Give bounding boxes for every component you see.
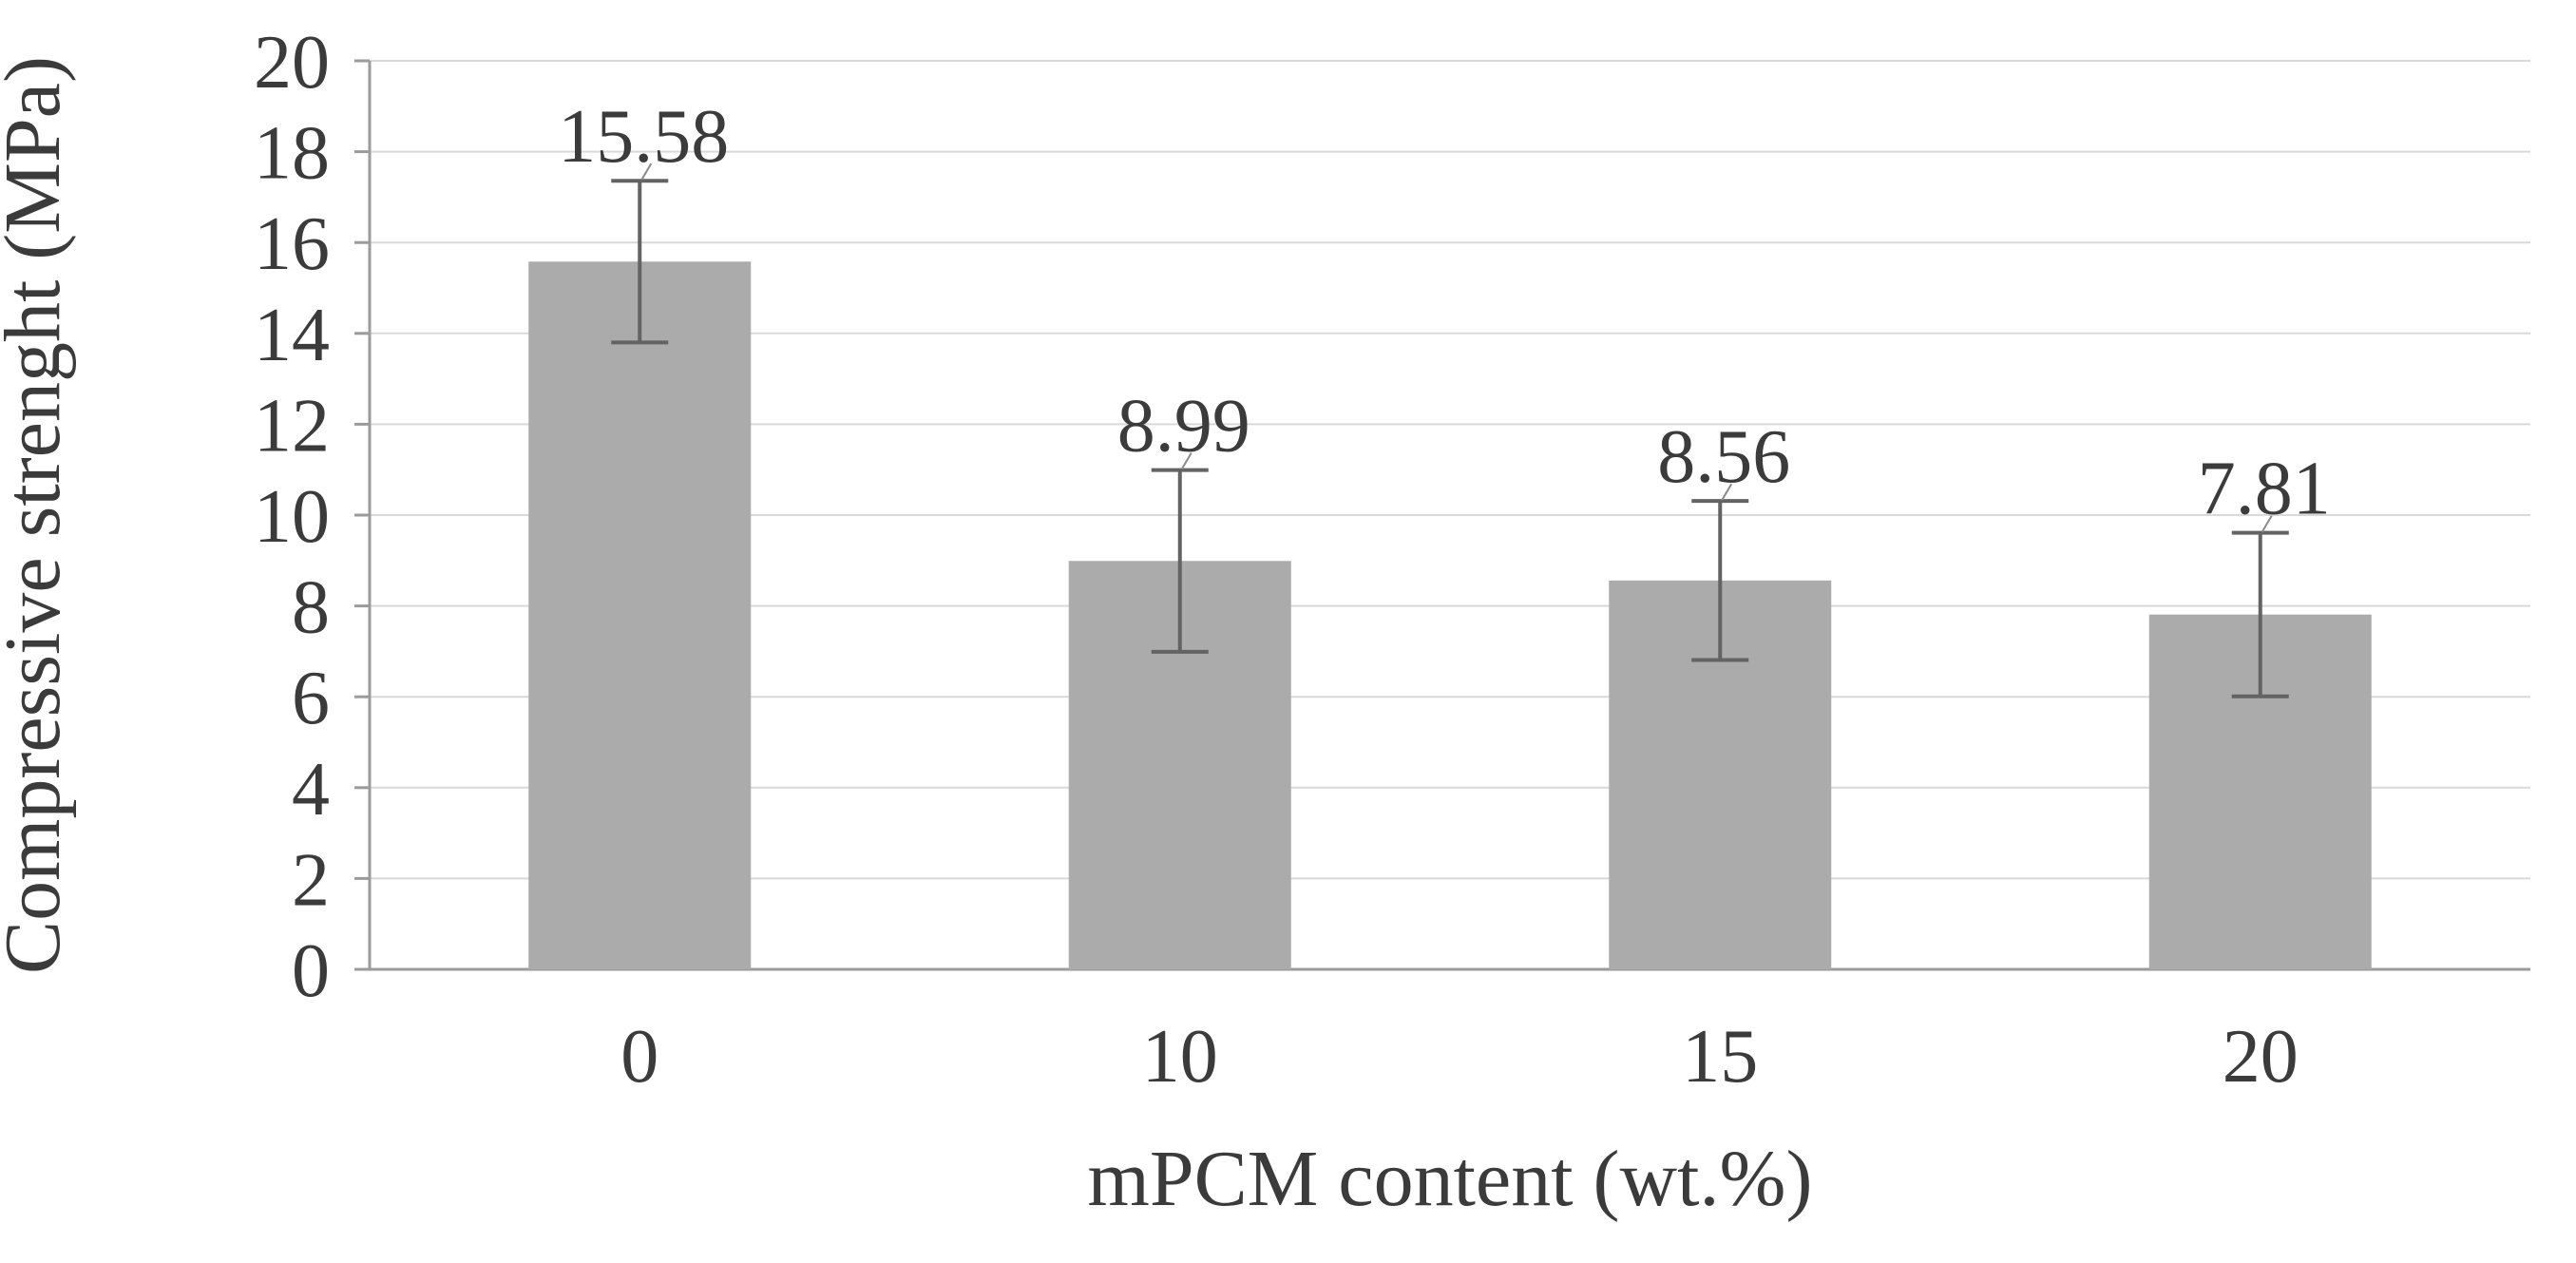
x-tick-label: 10 [1142,1015,1218,1099]
y-tick-label: 6 [292,657,330,740]
y-tick-label: 16 [254,202,330,286]
bar [528,261,752,969]
y-tick-label: 0 [292,929,330,1013]
x-axis-title: mPCM content (wt.%) [1088,1135,1813,1223]
y-tick-label: 10 [254,475,330,559]
label-leader-line [1721,483,1733,501]
bar-value-label: 8.56 [1657,415,1790,499]
y-tick-label: 18 [254,112,330,196]
y-tick-label: 20 [254,21,330,105]
bar-value-label: 8.99 [1117,385,1250,469]
bar-value-label: 15.58 [558,95,729,179]
x-tick-label: 0 [620,1015,658,1099]
label-leader-line [2261,515,2273,533]
y-axis-title: Compressive strenght (MPa) [0,56,77,974]
y-tick-label: 12 [254,384,330,468]
x-tick-label: 15 [1682,1015,1758,1099]
y-tick-label: 4 [292,748,330,832]
label-leader-line [1180,452,1193,470]
bar-value-label: 7.81 [2198,448,2331,531]
x-tick-label: 20 [2223,1015,2299,1099]
y-tick-label: 14 [254,294,330,377]
label-leader-line [640,163,653,181]
y-tick-label: 2 [292,838,330,922]
y-tick-label: 8 [292,566,330,650]
chart-layer: 0246810121416182015.5808.99108.56157.812… [254,21,2530,1099]
